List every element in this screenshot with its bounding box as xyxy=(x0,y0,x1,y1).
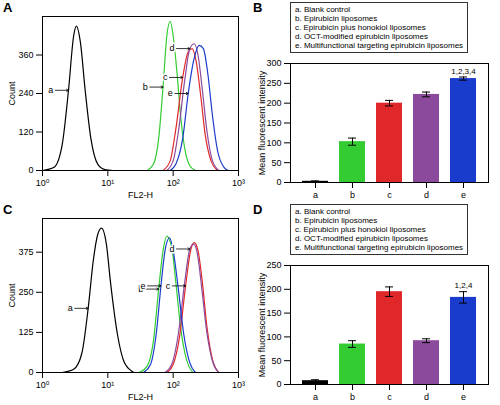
svg-text:e: e xyxy=(168,88,173,98)
svg-text:c: c xyxy=(166,281,171,291)
html-text:b. Epirubicin liposomes: b. Epirubicin liposomes xyxy=(295,14,378,23)
html-text:B: B xyxy=(253,0,263,15)
svg-text:200: 200 xyxy=(266,98,281,108)
html-text:a. Blank control: a. Blank control xyxy=(295,207,351,216)
svg-text:200: 200 xyxy=(266,284,281,294)
svg-text:10⁰: 10⁰ xyxy=(36,178,50,188)
svg-text:e: e xyxy=(141,281,146,291)
html-text:A: A xyxy=(3,0,13,15)
svg-text:Mean fluorescent intensity: Mean fluorescent intensity xyxy=(257,70,267,175)
html-text:d. OCT-modified epirubicin lip: d. OCT-modified epirubicin liposomes xyxy=(295,32,428,41)
svg-text:150: 150 xyxy=(266,118,281,128)
svg-text:e: e xyxy=(461,392,466,402)
svg-text:d: d xyxy=(424,392,429,402)
svg-text:50: 50 xyxy=(271,158,281,168)
svg-text:a: a xyxy=(313,190,318,200)
svg-text:d: d xyxy=(169,43,174,53)
svg-text:125: 125 xyxy=(18,327,33,337)
svg-text:b: b xyxy=(350,190,355,200)
svg-text:300: 300 xyxy=(266,58,281,68)
svg-text:100: 100 xyxy=(266,138,281,148)
svg-text:240: 240 xyxy=(18,88,33,98)
svg-text:1,2,3,4: 1,2,3,4 xyxy=(451,67,476,76)
svg-text:10²: 10² xyxy=(167,380,180,390)
svg-text:b: b xyxy=(350,392,355,402)
html-text:c. Epirubicin plus honokiol li: c. Epirubicin plus honokiol liposomes xyxy=(295,225,426,234)
svg-text:100: 100 xyxy=(266,332,281,342)
svg-text:Count: Count xyxy=(7,81,17,106)
html-text:D: D xyxy=(253,202,263,217)
svg-text:1,2,4: 1,2,4 xyxy=(455,281,473,290)
svg-text:d: d xyxy=(169,244,174,254)
svg-text:0: 0 xyxy=(28,165,33,175)
html-text:b. Epirubicin liposomes: b. Epirubicin liposomes xyxy=(295,216,378,225)
svg-text:250: 250 xyxy=(266,260,281,270)
svg-text:250: 250 xyxy=(18,287,33,297)
svg-text:a: a xyxy=(48,85,53,95)
html-text:c. Epirubicin plus honokiol li: c. Epirubicin plus honokiol liposomes xyxy=(295,23,426,32)
svg-text:120: 120 xyxy=(18,127,33,137)
html-text:e. Multifunctional targeting e: e. Multifunctional targeting epirubicin … xyxy=(295,41,464,50)
svg-text:0: 0 xyxy=(276,379,281,389)
svg-text:150: 150 xyxy=(266,308,281,318)
html-text:a. Blank control: a. Blank control xyxy=(295,5,351,14)
svg-text:250: 250 xyxy=(266,78,281,88)
svg-text:10²: 10² xyxy=(167,178,180,188)
svg-text:a: a xyxy=(313,392,318,402)
svg-text:10⁰: 10⁰ xyxy=(36,380,50,390)
svg-text:FL2-H: FL2-H xyxy=(128,190,153,200)
svg-text:a: a xyxy=(68,303,73,313)
svg-text:c: c xyxy=(163,72,168,82)
svg-text:FL2-H: FL2-H xyxy=(128,392,153,402)
svg-text:0: 0 xyxy=(28,367,33,377)
svg-text:10¹: 10¹ xyxy=(101,380,114,390)
svg-text:Count: Count xyxy=(7,283,17,308)
svg-text:10³: 10³ xyxy=(232,380,245,390)
svg-text:Mean fluorescent intensity: Mean fluorescent intensity xyxy=(257,272,267,377)
svg-text:360: 360 xyxy=(18,50,33,60)
svg-text:0: 0 xyxy=(276,177,281,187)
svg-text:10¹: 10¹ xyxy=(101,178,114,188)
svg-text:375: 375 xyxy=(18,247,33,257)
svg-text:d: d xyxy=(424,190,429,200)
html-text:C: C xyxy=(3,202,13,217)
svg-text:b: b xyxy=(143,82,148,92)
svg-text:c: c xyxy=(387,392,392,402)
html-text:e. Multifunctional targeting e: e. Multifunctional targeting epirubicin … xyxy=(295,243,464,252)
svg-text:50: 50 xyxy=(271,356,281,366)
svg-text:e: e xyxy=(461,190,466,200)
html-text:d. OCT-modified epirubicin lip: d. OCT-modified epirubicin liposomes xyxy=(295,234,428,243)
svg-text:10³: 10³ xyxy=(232,178,245,188)
svg-text:c: c xyxy=(387,190,392,200)
